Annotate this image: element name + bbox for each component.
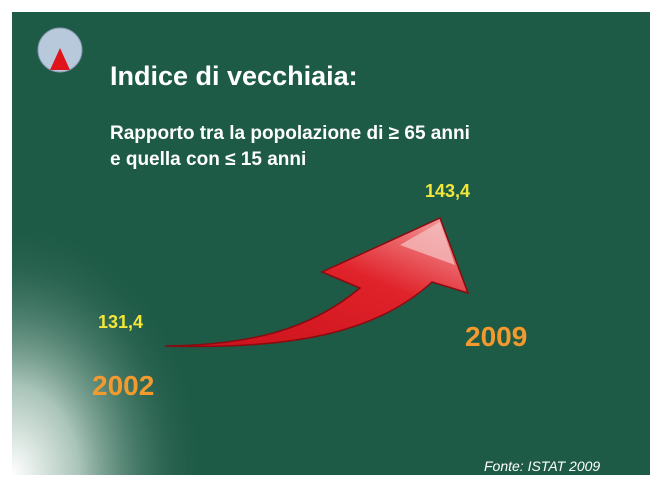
end-year: 2009 — [465, 321, 527, 352]
subtitle-line: Rapporto tra la popolazione di ≥ 65 anni — [110, 123, 470, 144]
slide: Indice di vecchiaia: Rapporto tra la pop… — [0, 0, 662, 487]
start-value: 131,4 — [98, 312, 143, 332]
end-value: 143,4 — [425, 181, 470, 201]
start-year: 2002 — [92, 370, 154, 401]
subtitle-line: e quella con ≤ 15 anni — [110, 149, 306, 170]
logo — [38, 28, 82, 72]
source-note: Fonte: ISTAT 2009 — [484, 458, 600, 474]
slide-title: Indice di vecchiaia: — [110, 61, 358, 91]
